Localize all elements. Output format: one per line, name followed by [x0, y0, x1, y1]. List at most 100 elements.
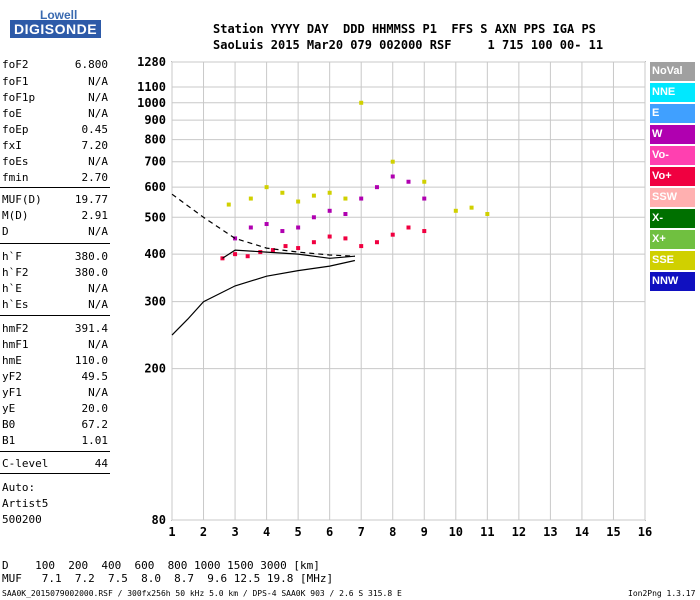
header-line-1: Station YYYY DAY DDD HHMMSS P1 FFS S AXN… [213, 22, 596, 36]
data-point [469, 205, 474, 210]
param-value: 6.800 [74, 58, 108, 71]
plot-area [171, 61, 646, 521]
param-name: MUF(D) [2, 193, 42, 206]
param-row: C-level 44 [2, 456, 108, 472]
data-point [453, 208, 458, 213]
data-point [311, 240, 316, 245]
legend-item: Vo+ [650, 167, 695, 186]
param-name: h`Es [2, 298, 29, 311]
data-point [390, 159, 395, 164]
param-row: foF1p N/A [2, 90, 108, 106]
legend-item: SSE [650, 251, 695, 270]
param-value: N/A [88, 107, 108, 120]
digisonde-logo: DIGISONDE [10, 20, 102, 38]
param-name: foF1 [2, 75, 29, 88]
autoscaling-program: Artist5 [2, 497, 49, 510]
param-row: yE 20.0 [2, 401, 108, 417]
param-row: h`F2 380.0 [2, 265, 108, 281]
param-row: foEp 0.45 [2, 122, 108, 138]
x-tick-label: 6 [326, 525, 333, 539]
version-label: Ion2Png 1.3.17 [628, 589, 696, 598]
param-name: B0 [2, 418, 16, 431]
y-tick-label: 1280 [137, 55, 166, 69]
data-point [343, 236, 348, 241]
data-point [374, 185, 379, 190]
param-name: yF2 [2, 370, 22, 383]
param-value: 380.0 [74, 266, 108, 279]
ionogram-chart: 1 2 3 4 5 6 7 8 9 10 11 12 13 14 15 1680200300400500600… [137, 55, 652, 539]
x-tick-label: 12 [512, 525, 526, 539]
param-name: C-level [2, 457, 49, 470]
data-point [296, 199, 301, 204]
muf-row: MUF 7.1 7.2 7.5 8.0 8.7 9.6 12.5 19.8 [M… [2, 572, 334, 585]
data-point [327, 190, 332, 195]
param-name: foE [2, 107, 22, 120]
data-point [233, 252, 238, 257]
data-point [270, 248, 275, 253]
x-tick-label: 5 [295, 525, 302, 539]
param-name: hmF1 [2, 338, 29, 351]
y-tick-label: 800 [144, 133, 166, 147]
data-point [283, 244, 288, 249]
param-value: 49.5 [81, 370, 109, 383]
param-value: 380.0 [74, 250, 108, 263]
param-row: MUF(D) 19.77 [2, 192, 108, 208]
param-row: foF1 N/A [2, 74, 108, 90]
param-row: M(D) 2.91 [2, 208, 108, 224]
param-value: 391.4 [74, 322, 108, 335]
y-tick-label: 600 [144, 180, 166, 194]
data-point [280, 190, 285, 195]
data-point [422, 196, 427, 201]
x-tick-label: 1 [168, 525, 175, 539]
legend-item: W [650, 125, 695, 144]
data-point [248, 196, 253, 201]
x-tick-label: 8 [389, 525, 396, 539]
x-tick-label: 2 [200, 525, 207, 539]
legend-item: E [650, 104, 695, 123]
param-name: h`F [2, 250, 22, 263]
data-point [343, 196, 348, 201]
data-point [359, 244, 364, 249]
param-row: h`E N/A [2, 281, 108, 297]
param-name: foF1p [2, 91, 36, 104]
param-value: N/A [88, 386, 108, 399]
param-name: D [2, 225, 9, 238]
legend-item: X- [650, 209, 695, 228]
data-point [280, 229, 285, 234]
x-tick-label: 13 [543, 525, 557, 539]
param-name: h`F2 [2, 266, 29, 279]
param-name: foF2 [2, 58, 29, 71]
param-name: B1 [2, 434, 16, 447]
param-row: foF2 6.800 [2, 57, 108, 73]
profile-curve [171, 193, 355, 257]
data-point [422, 229, 427, 234]
legend-item: NoVal [650, 62, 695, 81]
legend-item: Vo- [650, 146, 695, 165]
param-value: 0.45 [81, 123, 109, 136]
param-name: hmE [2, 354, 22, 367]
y-tick-label: 700 [144, 155, 166, 169]
x-tick-label: 7 [358, 525, 365, 539]
param-name: M(D) [2, 209, 29, 222]
header-line-2: SaoLuis 2015 Mar20 079 002000 RSF 1 715 … [213, 38, 604, 52]
param-row: D N/A [2, 224, 108, 240]
data-point [359, 100, 364, 105]
param-row: foE N/A [2, 106, 108, 122]
legend-item: X+ [650, 230, 695, 249]
data-point [422, 179, 427, 184]
param-value: 2.91 [81, 209, 109, 222]
data-point [359, 196, 364, 201]
data-point [327, 234, 332, 239]
param-value: N/A [88, 225, 108, 238]
data-point [220, 256, 225, 261]
y-tick-label: 1100 [137, 80, 166, 94]
separator [0, 243, 110, 244]
y-tick-label: 900 [144, 113, 166, 127]
separator [0, 315, 110, 316]
param-value: 44 [94, 457, 108, 470]
param-row: hmF1 N/A [2, 337, 108, 353]
data-point [343, 212, 348, 217]
data-point [264, 185, 269, 190]
data-point [406, 225, 411, 230]
param-value: N/A [88, 282, 108, 295]
